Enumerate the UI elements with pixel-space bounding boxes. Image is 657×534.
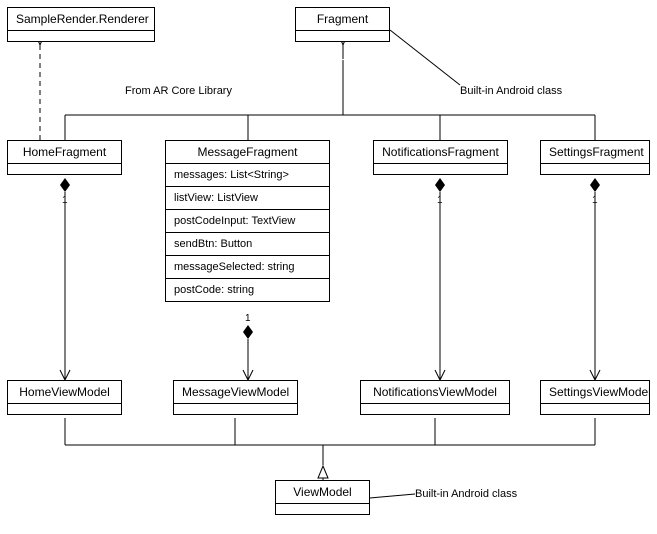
note-arcore: From AR Core Library xyxy=(125,85,232,97)
class-title: HomeViewModel xyxy=(8,381,121,404)
class-title: SettingsViewModel xyxy=(541,381,649,404)
class-notificationsviewmodel: NotificationsViewModel xyxy=(360,380,510,415)
class-fragment: Fragment xyxy=(295,7,390,42)
class-empty-section xyxy=(8,31,154,41)
class-empty-section xyxy=(541,404,649,414)
class-title: NotificationsFragment xyxy=(374,141,507,164)
class-title: SampleRender.Renderer xyxy=(8,8,154,31)
class-samplerender: SampleRender.Renderer xyxy=(7,7,155,42)
class-viewmodel: ViewModel xyxy=(275,480,370,515)
class-empty-section xyxy=(361,404,509,414)
class-empty-section xyxy=(276,504,369,514)
note-android-viewmodel: Built-in Android class xyxy=(415,488,517,500)
class-empty-section xyxy=(296,31,389,41)
class-title: MessageViewModel xyxy=(174,381,297,404)
class-attributes: messages: List<String> listView: ListVie… xyxy=(166,164,329,301)
class-empty-section xyxy=(8,164,121,174)
attr: listView: ListView xyxy=(166,187,329,210)
class-empty-section xyxy=(374,164,507,174)
class-title: SettingsFragment xyxy=(541,141,649,164)
attr: postCodeInput: TextView xyxy=(166,210,329,233)
class-title: ViewModel xyxy=(276,481,369,504)
attr: sendBtn: Button xyxy=(166,233,329,256)
class-notificationsfragment: NotificationsFragment xyxy=(373,140,508,175)
class-settingsfragment: SettingsFragment xyxy=(540,140,650,175)
class-settingsviewmodel: SettingsViewModel xyxy=(540,380,650,415)
multiplicity: 1 xyxy=(245,313,251,324)
attr: messageSelected: string xyxy=(166,256,329,279)
class-messageviewmodel: MessageViewModel xyxy=(173,380,298,415)
class-title: Fragment xyxy=(296,8,389,31)
class-title: NotificationsViewModel xyxy=(361,381,509,404)
attr: postCode: string xyxy=(166,279,329,301)
class-homefragment: HomeFragment xyxy=(7,140,122,175)
note-android-fragment: Built-in Android class xyxy=(460,85,562,97)
class-title: HomeFragment xyxy=(8,141,121,164)
attr: messages: List<String> xyxy=(166,164,329,187)
multiplicity: 1 xyxy=(437,195,443,206)
multiplicity: 1 xyxy=(592,195,598,206)
class-empty-section xyxy=(8,404,121,414)
class-homeviewmodel: HomeViewModel xyxy=(7,380,122,415)
class-messagefragment: MessageFragment messages: List<String> l… xyxy=(165,140,330,302)
class-title: MessageFragment xyxy=(166,141,329,164)
multiplicity: 1 xyxy=(62,195,68,206)
class-empty-section xyxy=(541,164,649,174)
class-empty-section xyxy=(174,404,297,414)
